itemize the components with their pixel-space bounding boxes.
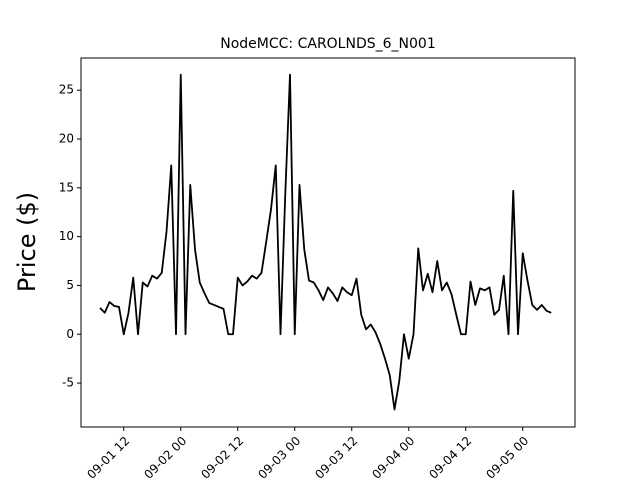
axes-frame: [80, 57, 576, 428]
y-tick-label: 10: [59, 229, 74, 243]
y-tick-label: 25: [59, 83, 74, 97]
y-tick-label: 0: [66, 327, 74, 341]
y-axis-label: Price ($): [13, 192, 41, 292]
chart-title: NodeMCC: CAROLNDS_6_N001: [220, 36, 435, 52]
y-tick-label: 5: [66, 278, 74, 292]
y-tick-label: -5: [62, 376, 74, 390]
line: [99, 73, 552, 411]
y-tick-label: 15: [59, 180, 74, 194]
y-tick-label: 20: [59, 132, 74, 146]
